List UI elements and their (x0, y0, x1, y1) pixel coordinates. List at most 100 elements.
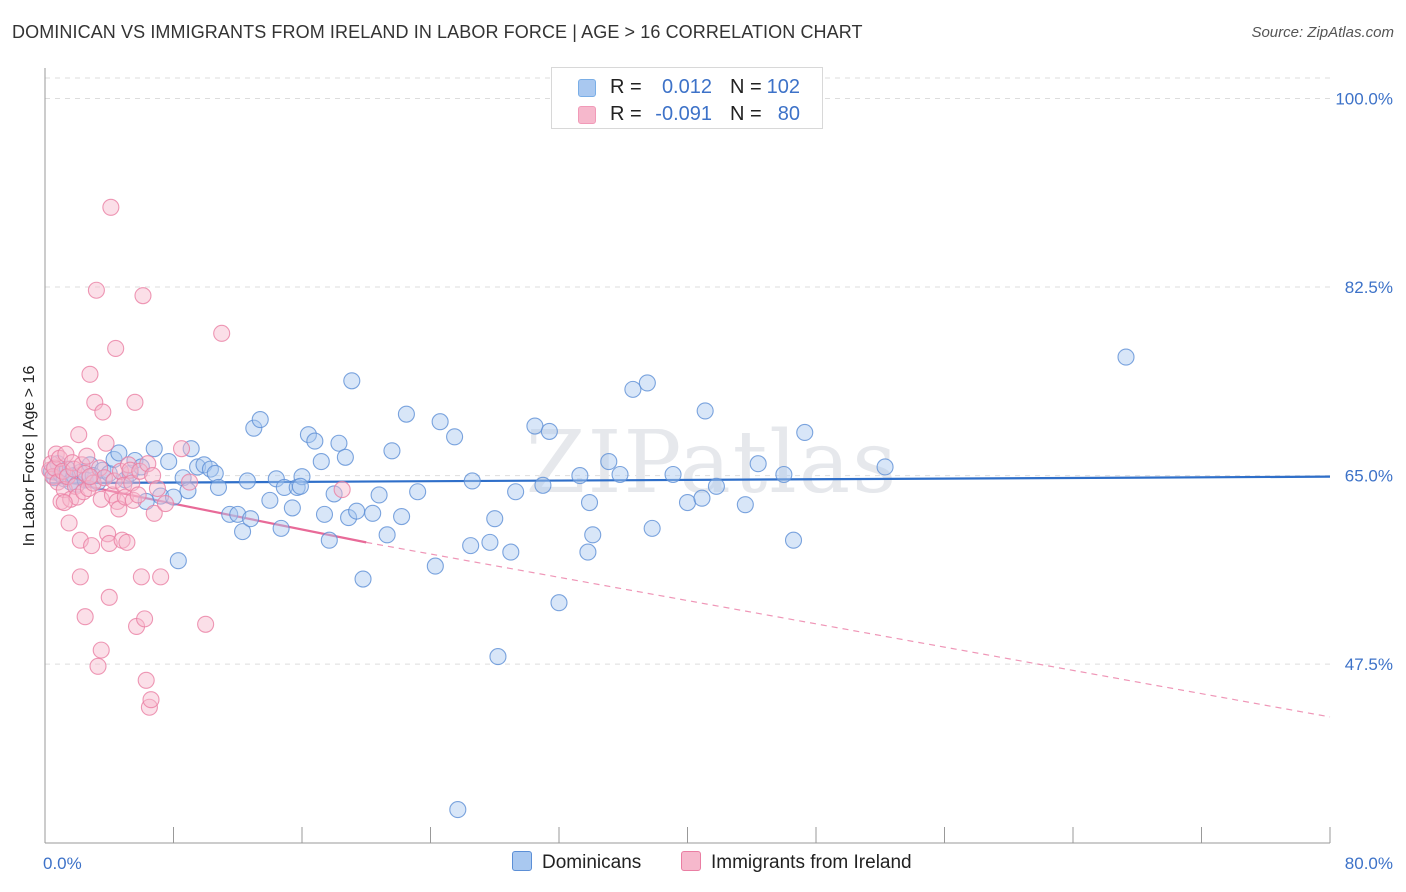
ireland-point (95, 469, 113, 487)
dominican-point (209, 478, 228, 496)
ireland-point (44, 468, 62, 486)
dominican-point (449, 801, 467, 819)
dominican-point (179, 482, 197, 500)
dominican-point (182, 440, 200, 458)
ireland-point (118, 533, 136, 551)
ireland-point (333, 481, 351, 499)
dominican-point (876, 458, 894, 476)
ireland-point (60, 514, 78, 532)
legend-swatch-pink (578, 106, 596, 124)
ireland-point (81, 365, 99, 383)
ireland-trend-line (49, 477, 367, 544)
y-tick-label: 65.0% (1345, 467, 1393, 486)
dominican-point (343, 372, 361, 390)
ireland-point (132, 568, 150, 586)
dominican-point (462, 537, 480, 555)
dominican-point (234, 523, 252, 541)
ireland-point (172, 440, 191, 458)
dominicans-trend-line (49, 475, 1331, 485)
ireland-point (75, 483, 93, 501)
dominican-point (160, 453, 178, 471)
dominican-point (431, 413, 449, 431)
dominican-point (678, 493, 697, 512)
ireland-point (137, 671, 155, 689)
trend-lines (49, 475, 1331, 718)
ireland-point (152, 568, 170, 586)
dominican-point (584, 526, 602, 544)
data-points (41, 198, 1135, 819)
y-tick-label: 100.0% (1335, 89, 1393, 108)
ireland-point (124, 491, 142, 509)
dominican-point (306, 432, 324, 450)
dominican-point (206, 464, 224, 482)
r-label: R = (610, 103, 642, 125)
dominican-point (312, 453, 330, 471)
dominican-point (624, 380, 642, 398)
axes (44, 68, 1331, 844)
dominican-point (550, 594, 568, 612)
ireland-point (197, 615, 215, 633)
dominican-point (251, 411, 269, 429)
dominican-point (446, 428, 464, 446)
dominican-point (245, 419, 263, 437)
dominican-point (481, 533, 499, 551)
dominican-point (736, 496, 754, 514)
ireland-point (100, 588, 118, 606)
legend-swatch-blue (578, 79, 596, 97)
ireland-point (102, 198, 120, 216)
series-legend: Dominicans Immigrants from Ireland (0, 851, 1406, 879)
ireland-point (71, 531, 89, 549)
dominican-point (784, 531, 803, 549)
dominican-point (693, 489, 711, 507)
dominican-point (393, 507, 411, 526)
ireland-point (94, 403, 112, 421)
dominican-point (611, 465, 629, 484)
dominican-point (489, 648, 507, 666)
ireland-point (76, 608, 94, 626)
ireland-point (126, 393, 144, 411)
ireland-point (156, 495, 175, 513)
legend-swatch-ireland (681, 851, 701, 871)
ireland-point (87, 281, 105, 299)
ireland-point (107, 339, 125, 357)
ireland-trend-line-extrapolated (366, 541, 1331, 718)
n-value: 102 (766, 76, 800, 98)
n-label: N = (730, 76, 762, 98)
dominican-point (330, 434, 348, 452)
ireland-point (213, 324, 231, 342)
ireland-point (97, 434, 115, 452)
y-tick-label: 47.5% (1345, 655, 1393, 674)
dominican-point (238, 472, 256, 490)
dominican-point (463, 472, 481, 490)
dominican-point (507, 483, 525, 501)
dominican-point (299, 426, 317, 444)
dominican-point (383, 442, 401, 460)
ireland-point (71, 568, 89, 586)
dominican-point (600, 453, 618, 471)
y-tick-label: 82.5% (1345, 278, 1393, 297)
ireland-point (91, 459, 109, 477)
source-label: Source: ZipAtlas.com (1251, 24, 1394, 41)
ireland-point (55, 493, 73, 512)
ireland-point (83, 537, 101, 555)
dominican-point (502, 543, 520, 561)
ireland-point (78, 447, 96, 465)
dominican-point (370, 486, 388, 504)
dominican-point (749, 455, 767, 473)
stats-legend: R = 0.012 N = 102 R = -0.091 N = 80 (551, 67, 823, 129)
legend-swatch-dominicans (512, 851, 532, 871)
dominican-point (110, 444, 128, 462)
dominican-point (229, 505, 247, 523)
legend-item-ireland[interactable]: Immigrants from Ireland (681, 851, 912, 874)
chart-title: DOMINICAN VS IMMIGRANTS FROM IRELAND IN … (12, 22, 863, 42)
dominican-point (486, 510, 504, 528)
dominican-point (638, 374, 656, 392)
watermark: ZIPatlas (526, 413, 898, 513)
ireland-point (100, 534, 118, 553)
legend-item-dominicans[interactable]: Dominicans (512, 851, 641, 874)
dominican-point (189, 458, 207, 476)
x-tick-label-end: 80.0% (1345, 854, 1393, 873)
ireland-point (81, 468, 99, 486)
dominican-point (664, 465, 682, 484)
dominican-point (242, 510, 260, 528)
